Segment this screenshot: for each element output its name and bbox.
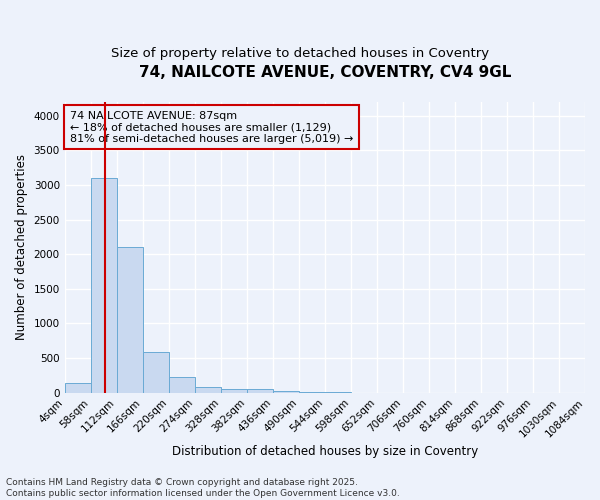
Bar [221,389,247,392]
Bar [91,178,117,392]
Title: 74, NAILCOTE AVENUE, COVENTRY, CV4 9GL: 74, NAILCOTE AVENUE, COVENTRY, CV4 9GL [139,65,511,80]
Bar [117,248,143,392]
Text: 74 NAILCOTE AVENUE: 87sqm
← 18% of detached houses are smaller (1,129)
81% of se: 74 NAILCOTE AVENUE: 87sqm ← 18% of detac… [70,110,353,144]
Text: Size of property relative to detached houses in Coventry: Size of property relative to detached ho… [111,48,489,60]
Bar [195,388,221,392]
Text: Contains HM Land Registry data © Crown copyright and database right 2025.
Contai: Contains HM Land Registry data © Crown c… [6,478,400,498]
Y-axis label: Number of detached properties: Number of detached properties [15,154,28,340]
Bar [169,378,195,392]
Bar [247,389,273,392]
Bar [65,383,91,392]
Bar [273,391,299,392]
X-axis label: Distribution of detached houses by size in Coventry: Distribution of detached houses by size … [172,444,478,458]
Bar [143,352,169,393]
